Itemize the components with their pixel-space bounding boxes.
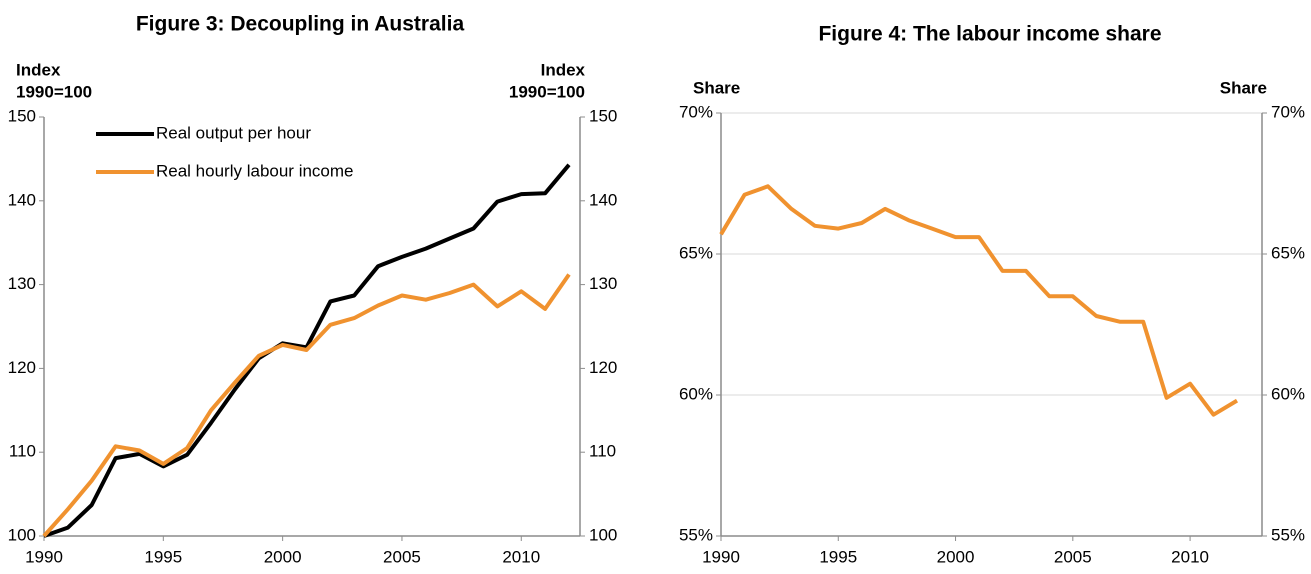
x-tick-label: 2010 — [1171, 547, 1209, 566]
y2-tick-label: 60% — [1271, 384, 1305, 403]
data-line — [719, 184, 1239, 417]
data-line — [42, 273, 571, 538]
y-tick-label: 110 — [9, 442, 36, 461]
x-tick-label: 2010 — [502, 547, 540, 566]
y-axis-title: Share — [693, 78, 740, 97]
x-tick-label: 1995 — [819, 547, 857, 566]
y2-axis-title: Index — [541, 60, 586, 79]
legend-label: Real output per hour — [156, 123, 311, 142]
legend-label: Real hourly labour income — [156, 161, 354, 180]
y2-tick-label: 130 — [589, 274, 617, 293]
x-tick-label: 2000 — [937, 547, 975, 566]
x-tick-label: 1995 — [144, 547, 182, 566]
y2-tick-label: 100 — [589, 525, 617, 544]
y2-tick-label: 65% — [1271, 243, 1305, 262]
y-tick-label: 150 — [8, 106, 36, 125]
y2-tick-label: 120 — [589, 358, 617, 377]
y-tick-label: 140 — [8, 190, 36, 209]
y2-tick-label: 140 — [589, 190, 617, 209]
y2-axis-title: 1990=100 — [509, 82, 585, 101]
chart-title: Figure 4: The labour income share — [818, 23, 1161, 46]
y-tick-label: 120 — [8, 358, 36, 377]
y-tick-label: 70% — [679, 102, 713, 121]
y-tick-label: 100 — [8, 525, 36, 544]
y2-tick-label: 150 — [589, 106, 617, 125]
x-tick-label: 2000 — [264, 547, 302, 566]
y-tick-label: 55% — [679, 525, 713, 544]
x-tick-label: 1990 — [702, 547, 740, 566]
y-tick-label: 60% — [679, 384, 713, 403]
x-tick-label: 1990 — [25, 547, 63, 566]
y-tick-label: 130 — [8, 274, 36, 293]
y-axis-title: Index — [16, 60, 61, 79]
x-tick-label: 2005 — [383, 547, 421, 566]
chart-title: Figure 3: Decoupling in Australia — [136, 13, 465, 36]
y2-axis-title: Share — [1220, 78, 1267, 97]
y2-tick-label: 70% — [1271, 102, 1305, 121]
y-axis-title: 1990=100 — [16, 82, 92, 101]
x-tick-label: 2005 — [1054, 547, 1092, 566]
y2-tick-label: 55% — [1271, 525, 1305, 544]
y2-tick-label: 110 — [589, 442, 616, 461]
y-tick-label: 65% — [679, 243, 713, 262]
